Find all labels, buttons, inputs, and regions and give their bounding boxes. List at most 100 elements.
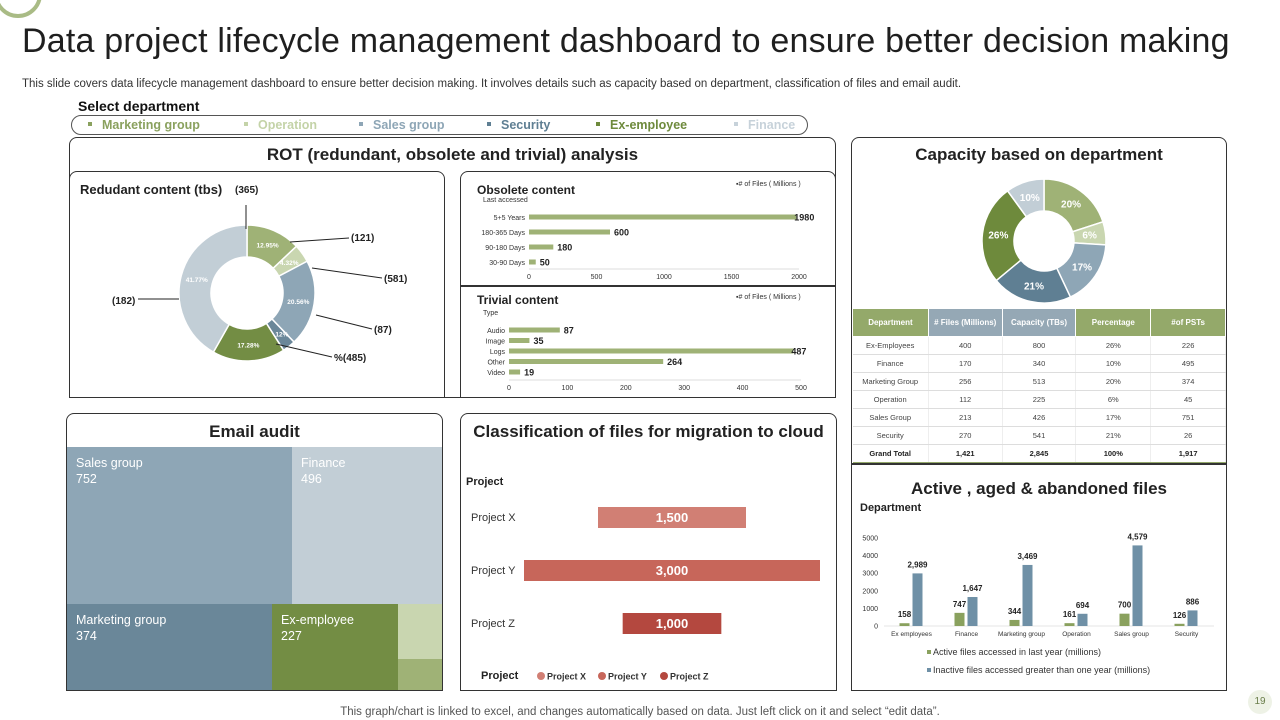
- callout-label: %(485): [334, 353, 366, 364]
- legend-label: Active files accessed in last year (mill…: [933, 647, 1101, 657]
- tick-label: 2000: [862, 588, 878, 595]
- dept-option-label: Security: [501, 118, 551, 132]
- table-row: Grand Total 1,421 2,845 100% 1,917: [852, 444, 1226, 463]
- table-cell: Grand Total: [852, 444, 929, 463]
- table-cell: 225: [1002, 390, 1077, 409]
- trivial-bar-chart: ▪# of Files ( Millions ) Type Audio 87 Image…: [483, 294, 807, 392]
- email-audit-title: Email audit: [209, 422, 300, 441]
- treemap-cell-finance: Finance 496: [292, 447, 442, 604]
- select-department-label: Select department: [78, 98, 200, 114]
- bar: [1077, 613, 1088, 626]
- bar: [967, 597, 978, 626]
- email-audit-panel: Email audit Sales group 752 Finance 496 Ma…: [66, 413, 443, 691]
- bar: [509, 327, 560, 333]
- dept-option-label: Ex-employee: [610, 118, 688, 132]
- bar: [1119, 613, 1130, 626]
- bar: [622, 613, 722, 634]
- footer-note: This graph/chart is linked to excel, and…: [340, 706, 940, 718]
- table-header: Capacity (TBs): [1001, 308, 1077, 337]
- table-cell: 513: [1002, 372, 1077, 391]
- bar: [529, 229, 610, 235]
- value-label: 4,579: [1127, 532, 1148, 541]
- bar: [509, 369, 521, 375]
- category-label: 5+5 Years: [494, 215, 526, 222]
- treemap-cell-name: Finance: [301, 456, 346, 470]
- tick-label: 200: [620, 385, 632, 392]
- slice-label: 4.32%: [280, 260, 299, 267]
- bar: [1022, 564, 1033, 626]
- dept-option-ex-employee[interactable]: Ex-employee: [596, 118, 687, 132]
- bar: [912, 573, 923, 626]
- table-cell: 26%: [1075, 336, 1152, 355]
- callout-label: (365): [235, 185, 258, 196]
- bar: [509, 359, 664, 364]
- value-label: 700: [1118, 601, 1132, 610]
- rot-title: ROT (redundant, obsolete and trivial) an…: [266, 145, 639, 164]
- table-cell: 340: [1002, 354, 1077, 373]
- callout-line: [275, 343, 333, 358]
- callout-label: (87): [374, 325, 392, 336]
- legend-marker: [660, 672, 668, 680]
- value-label: 126: [1173, 611, 1187, 620]
- table-header: Department: [852, 308, 929, 337]
- bar: [1187, 610, 1198, 626]
- capacity-panel: Capacity based on department 20% 6% 17% 21%…: [851, 137, 1227, 464]
- dept-option-sales[interactable]: Sales group: [359, 118, 445, 132]
- donut-slice: [981, 189, 1028, 282]
- dept-option-operation[interactable]: Operation: [244, 118, 317, 132]
- table-header: #of PSTs: [1150, 308, 1226, 337]
- table-row: Security 270 541 21% 26: [852, 426, 1226, 445]
- callout-label: (182): [112, 296, 135, 307]
- dept-option-marketing[interactable]: Marketing group: [88, 118, 200, 132]
- legend-label: ▪# of Files ( Millions ): [736, 181, 801, 188]
- table-cell: Ex-Employees: [852, 336, 929, 355]
- legend-label: Project Y: [608, 672, 647, 682]
- dept-option-finance[interactable]: Finance: [734, 118, 795, 132]
- bullet-icon: [596, 121, 600, 126]
- table-cell: 213: [928, 408, 1003, 427]
- bar: [954, 612, 965, 626]
- category-label: Logs: [490, 349, 506, 356]
- value-label: 35: [533, 336, 543, 346]
- tick-label: 500: [591, 274, 603, 281]
- table-row: Operation 112 225 6% 45: [852, 390, 1226, 409]
- bullet-icon: [88, 121, 92, 126]
- callout-line: [315, 314, 373, 330]
- table-cell: 541: [1002, 426, 1077, 445]
- table-cell: 374: [1150, 372, 1226, 391]
- treemap-cell-marketing: Marketing group 374: [67, 604, 272, 690]
- slice-label: 17%: [1072, 262, 1092, 273]
- table-cell: 6%: [1075, 390, 1152, 409]
- value-label: 19: [524, 368, 534, 378]
- treemap-cell-security: [398, 659, 442, 690]
- tick-label: 500: [795, 385, 807, 392]
- classification-title: Classification of files for migration to…: [473, 422, 824, 441]
- table-cell: 10%: [1075, 354, 1152, 373]
- bar: [598, 507, 746, 528]
- category-label: Audio: [487, 328, 505, 335]
- dept-option-security[interactable]: Security: [487, 118, 550, 132]
- value-label: 747: [953, 600, 967, 609]
- slice-label: 26%: [988, 231, 1008, 242]
- trivial-panel: Trivial content ▪# of Files ( Millions )…: [460, 286, 836, 398]
- category-label: Project X: [471, 512, 516, 524]
- bullet-icon: [734, 121, 738, 126]
- callout-line: [289, 237, 350, 243]
- bar: [1132, 545, 1143, 626]
- capacity-title: Capacity based on department: [915, 145, 1163, 164]
- legend-title: Project: [481, 670, 519, 682]
- legend-label: Inactive files accessed greater than one…: [933, 665, 1150, 675]
- category-label: Operation: [1062, 631, 1091, 638]
- slice-label: 41.77%: [186, 277, 208, 284]
- table-cell: 45: [1150, 390, 1226, 409]
- tick-label: 0: [507, 385, 511, 392]
- table-header: Percentage: [1075, 308, 1152, 337]
- tick-label: 1000: [862, 606, 878, 613]
- table-cell: 256: [928, 372, 1003, 391]
- value-label: 886: [1186, 597, 1200, 606]
- tick-label: 100: [562, 385, 574, 392]
- category-label: Finance: [955, 631, 979, 638]
- table-cell: 226: [1150, 336, 1226, 355]
- legend-marker: [598, 672, 606, 680]
- treemap-cell-name: Sales group: [76, 456, 143, 470]
